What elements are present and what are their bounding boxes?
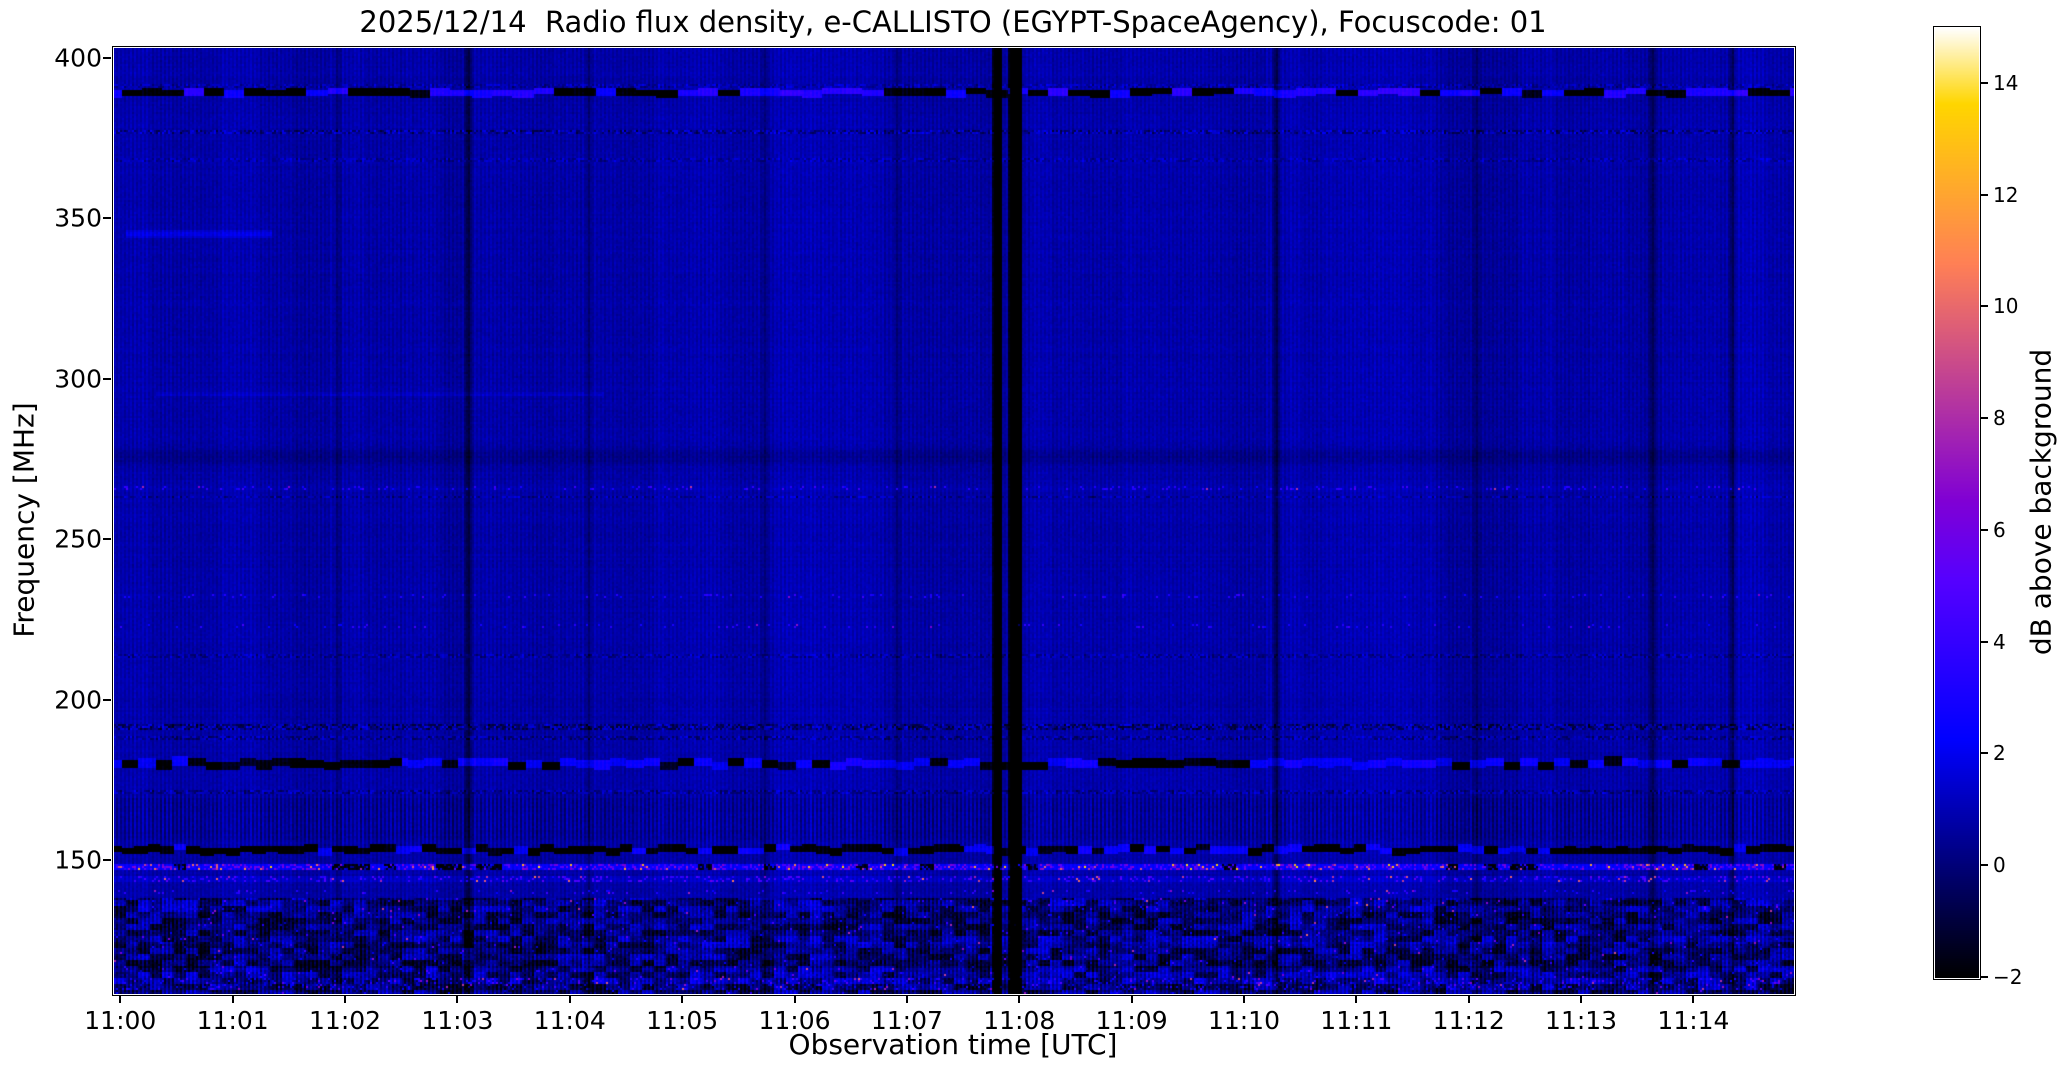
y-tick-mark <box>103 217 111 220</box>
x-tick-label: 11:07 <box>870 1006 943 1035</box>
x-tick-label: 11:04 <box>533 1006 606 1035</box>
colorbar-tick-label: 12 <box>1993 182 2019 207</box>
x-tick-mark <box>1467 995 1470 1003</box>
colorbar-tick-mark <box>1980 976 1988 978</box>
colorbar-tick-label: 10 <box>1993 294 2019 319</box>
colorbar-tick-mark <box>1980 640 1988 643</box>
colorbar-tick-label: 6 <box>1993 517 2006 542</box>
colorbar-tick-mark <box>1980 864 1988 867</box>
y-tick-mark <box>103 56 111 59</box>
colorbar-label: dB above background <box>2024 348 2058 656</box>
x-tick-mark <box>1018 995 1021 1003</box>
x-tick-mark <box>1242 995 1245 1003</box>
x-axis-label: Observation time [UTC] <box>788 1028 1118 1061</box>
colorbar-canvas <box>1935 28 1979 978</box>
x-tick-label: 11:11 <box>1320 1006 1393 1035</box>
x-tick-label: 11:09 <box>1095 1006 1168 1035</box>
x-tick-label: 11:05 <box>646 1006 719 1035</box>
x-tick-mark <box>231 995 234 1003</box>
spectrogram-canvas <box>114 48 1794 994</box>
x-tick-label: 11:08 <box>983 1006 1056 1035</box>
colorbar-tick-label: −2 <box>1993 965 2023 989</box>
y-tick-label: 350 <box>54 203 102 233</box>
x-tick-mark <box>1355 995 1358 1003</box>
x-tick-label: 11:03 <box>421 1006 494 1035</box>
colorbar-tick-label: 4 <box>1993 629 2006 654</box>
colorbar-tick-mark <box>1980 193 1988 196</box>
colorbar-tick-label: 14 <box>1993 70 2019 95</box>
x-tick-mark <box>1130 995 1133 1003</box>
x-tick-mark <box>1692 995 1695 1003</box>
x-tick-mark <box>793 995 796 1003</box>
y-tick-mark <box>103 538 111 541</box>
x-tick-mark <box>456 995 459 1003</box>
colorbar-tick-label: 2 <box>1993 741 2006 766</box>
y-tick-mark <box>103 859 111 862</box>
x-tick-mark <box>344 995 347 1003</box>
x-tick-label: 11:14 <box>1657 1006 1730 1035</box>
colorbar-tick-mark <box>1980 81 1988 84</box>
x-tick-label: 11:10 <box>1207 1006 1280 1035</box>
colorbar-tick-mark <box>1980 417 1988 420</box>
x-tick-label: 11:13 <box>1545 1006 1618 1035</box>
y-tick-label: 200 <box>54 685 102 715</box>
figure-title: 2025/12/14 Radio flux density, e-CALLIST… <box>359 5 1547 39</box>
y-axis-label: Frequency [MHz] <box>7 402 41 638</box>
x-tick-label: 11:00 <box>84 1006 157 1035</box>
y-tick-mark <box>103 377 111 380</box>
colorbar-tick-label: 8 <box>1993 406 2006 431</box>
x-tick-label: 11:02 <box>309 1006 382 1035</box>
y-tick-label: 150 <box>54 845 102 875</box>
x-tick-label: 11:12 <box>1432 1006 1505 1035</box>
x-tick-mark <box>681 995 684 1003</box>
axes-frame <box>112 46 1796 996</box>
x-tick-mark <box>1580 995 1583 1003</box>
x-tick-label: 11:01 <box>196 1006 269 1035</box>
y-tick-label: 400 <box>54 43 102 73</box>
colorbar-tick-mark <box>1980 752 1988 755</box>
x-tick-mark <box>119 995 122 1003</box>
y-tick-label: 300 <box>54 364 102 394</box>
y-tick-label: 250 <box>54 524 102 554</box>
colorbar-tick-label: 0 <box>1993 853 2006 878</box>
y-tick-mark <box>103 698 111 701</box>
colorbar-tick-mark <box>1980 305 1988 308</box>
x-tick-label: 11:06 <box>758 1006 831 1035</box>
x-tick-mark <box>568 995 571 1003</box>
colorbar-frame <box>1933 26 1981 980</box>
colorbar-tick-mark <box>1980 528 1988 531</box>
x-tick-mark <box>905 995 908 1003</box>
